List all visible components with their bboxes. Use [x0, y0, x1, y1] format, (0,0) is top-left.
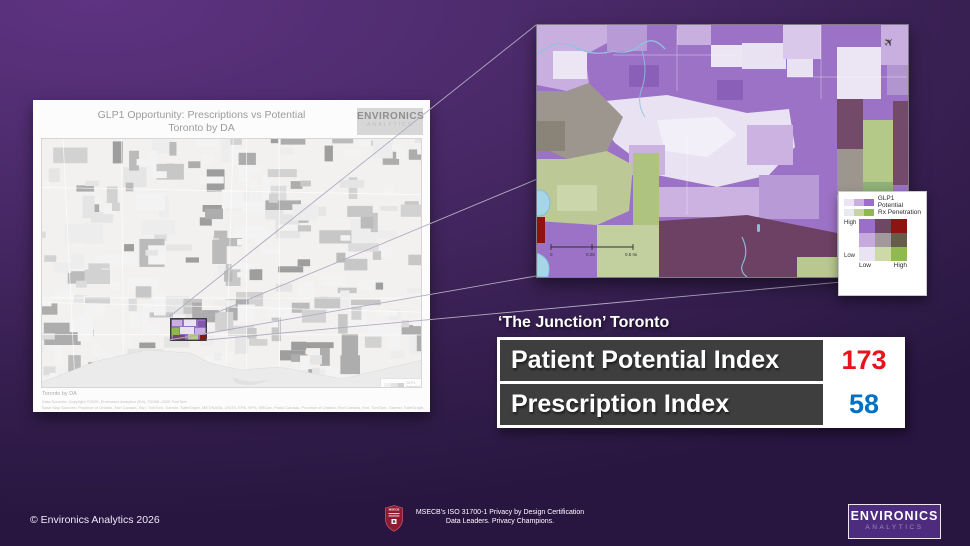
- environics-logo-wordmark: ENVIRONICS: [850, 509, 939, 523]
- matrix-cell: [875, 219, 891, 233]
- swatch: [844, 208, 854, 216]
- swatch: [844, 198, 854, 206]
- map-source-line: Data Sources: Copyright ©2025, Environic…: [42, 399, 187, 404]
- badge-label: MSECB: [389, 508, 401, 512]
- legend-y-low: Low: [844, 253, 856, 259]
- lake-ontario-shape: [42, 349, 421, 387]
- swatch: [853, 198, 864, 206]
- map-source-line: Base Map Sources: Province of Ontario, E…: [42, 405, 425, 410]
- overview-map-legend: GLP1 Potential Rx Penetration High Low: [380, 378, 421, 388]
- swatch: [397, 383, 405, 387]
- legend-row-penetration: Rx Penetration: [844, 208, 921, 216]
- legend-y-high: High: [844, 220, 857, 226]
- matrix-cell: [891, 219, 907, 233]
- overview-map-subtitle: Toronto by DA: [168, 122, 235, 134]
- mini-legend-label: GLP1 Potential: [406, 381, 420, 388]
- overview-map-caption: Toronto by DA: [42, 391, 77, 397]
- stat-value-patient-potential: 173: [826, 340, 902, 381]
- overview-map-title: GLP1 Opportunity: Prescriptions vs Poten…: [97, 109, 306, 121]
- legend-label-glp1-potential: GLP1 Potential: [877, 195, 904, 209]
- legend-matrix: High Low: [844, 219, 921, 261]
- table-row: Patient Potential Index 173: [500, 340, 902, 381]
- legend-x-high: High: [893, 262, 907, 269]
- matrix-cell: [859, 219, 875, 233]
- overview-map-canvas: [42, 139, 421, 387]
- matrix-cell: [891, 233, 907, 247]
- swatch: [384, 383, 391, 387]
- junction-highlight-rect: [169, 317, 207, 342]
- certification-line1: MSECB’s ISO 31700-1 Privacy by Design Ce…: [415, 509, 585, 516]
- matrix-cell: [859, 247, 875, 261]
- stats-table: Patient Potential Index 173 Prescription…: [497, 337, 905, 428]
- scale-label: 0.25: [586, 252, 595, 257]
- stat-label-patient-potential: Patient Potential Index: [500, 340, 826, 381]
- bivariate-legend: GLP1 Potential Rx Penetration High Low: [838, 191, 927, 296]
- overview-map: GLP1 Potential Rx Penetration High Low: [41, 138, 422, 388]
- legend-row-potential: GLP1 Potential: [844, 195, 921, 209]
- matrix-cell: [875, 233, 891, 247]
- environics-logo-subtext: ANALYTICS: [865, 524, 924, 531]
- matrix-cell: [875, 247, 891, 261]
- stat-label-prescription: Prescription Index: [500, 384, 826, 425]
- swatch: [854, 208, 864, 216]
- environics-logo-subtext: ANALYTICS: [366, 122, 414, 128]
- stat-value-prescription: 58: [826, 384, 902, 425]
- matrix-cell: [891, 247, 907, 261]
- swatch: [863, 198, 874, 206]
- environics-footer-logo: ENVIRONICS ANALYTICS: [848, 504, 941, 539]
- certification-text: MSECB’s ISO 31700-1 Privacy by Design Ce…: [405, 508, 595, 526]
- copyright-text: © Environics Analytics 2026: [30, 514, 160, 526]
- overview-map-card: GLP1 Opportunity: Prescriptions vs Poten…: [33, 100, 430, 412]
- swatch: [390, 383, 398, 387]
- msecb-shield-icon: MSECB: [385, 505, 403, 537]
- matrix-cell: [859, 233, 875, 247]
- table-row: Prescription Index 58: [500, 381, 902, 425]
- certification-line2: Data Leaders. Privacy Champions.: [445, 518, 555, 525]
- legend-x-low: Low: [859, 262, 871, 269]
- environics-logo: ENVIRONICS ANALYTICS: [357, 108, 425, 135]
- environics-logo-wordmark: ENVIRONICS: [357, 111, 425, 122]
- toronto-islands-shape: [232, 377, 270, 385]
- swatch: [864, 208, 874, 216]
- legend-label-rx-penetration: Rx Penetration: [878, 208, 921, 216]
- mini-legend-row-potential: GLP1 Potential: [384, 381, 421, 388]
- high-high-da-patch: [537, 217, 545, 243]
- scale-label: 0.5 mi: [625, 252, 637, 257]
- stats-title: ‘The Junction’ Toronto: [498, 314, 670, 331]
